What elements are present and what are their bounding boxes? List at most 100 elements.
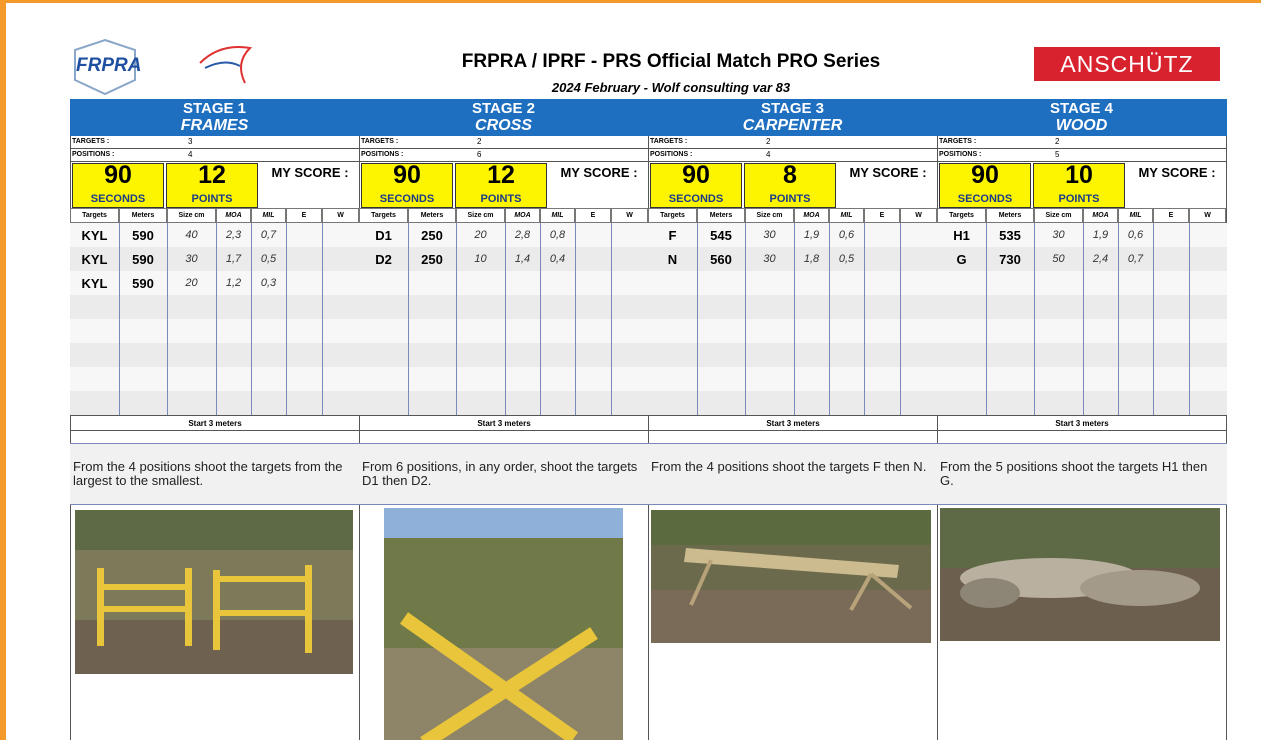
data-row bbox=[648, 367, 938, 391]
cell: 30 bbox=[745, 223, 794, 247]
cell-divider bbox=[697, 367, 698, 391]
points-unit: POINTS bbox=[744, 193, 836, 205]
cell-divider bbox=[505, 295, 506, 319]
cell: 30 bbox=[1034, 223, 1083, 247]
cell-divider bbox=[900, 319, 901, 343]
cell-divider bbox=[1189, 247, 1190, 271]
cell-divider bbox=[505, 343, 506, 367]
cell-divider bbox=[697, 391, 698, 415]
title: FRPRA / IPRF - PRS Official Match PRO Se… bbox=[306, 51, 1036, 73]
cell-divider bbox=[745, 343, 746, 367]
points-value: 8 bbox=[744, 161, 836, 190]
cell-divider bbox=[216, 367, 217, 391]
cell-divider bbox=[1034, 391, 1035, 415]
cell-divider bbox=[286, 391, 287, 415]
cell: 1,9 bbox=[794, 223, 829, 247]
cell-divider bbox=[1118, 295, 1119, 319]
cell-divider bbox=[456, 343, 457, 367]
time-unit: SECONDS bbox=[650, 193, 742, 205]
cell: 1,8 bbox=[794, 247, 829, 271]
data-row bbox=[359, 271, 649, 295]
targets-value: 2 bbox=[766, 136, 770, 148]
cell-divider bbox=[408, 271, 409, 295]
info-row bbox=[648, 136, 938, 149]
cell-divider bbox=[286, 319, 287, 343]
sponsor-logo: ANSCHÜTZ bbox=[1034, 47, 1220, 81]
cell: 0,7 bbox=[251, 223, 286, 247]
cell-divider bbox=[900, 295, 901, 319]
cell-divider bbox=[697, 319, 698, 343]
cell-divider bbox=[1189, 295, 1190, 319]
cell: 0,7 bbox=[1118, 247, 1153, 271]
my-score-label: MY SCORE : bbox=[838, 165, 938, 180]
cell-divider bbox=[286, 343, 287, 367]
cell-divider bbox=[697, 295, 698, 319]
description: From the 4 positions shoot the targets f… bbox=[73, 460, 356, 488]
cell-divider bbox=[456, 319, 457, 343]
cell-divider bbox=[1083, 367, 1084, 391]
cell-divider bbox=[864, 319, 865, 343]
my-score-label: MY SCORE : bbox=[1127, 165, 1227, 180]
cell-divider bbox=[216, 295, 217, 319]
targets-value: 3 bbox=[188, 136, 192, 148]
cell: 590 bbox=[119, 223, 167, 247]
cell-divider bbox=[575, 295, 576, 319]
cell-divider bbox=[505, 391, 506, 415]
cell-divider bbox=[251, 367, 252, 391]
cell-divider bbox=[1189, 391, 1190, 415]
cell-divider bbox=[1189, 343, 1190, 367]
cell-divider bbox=[986, 367, 987, 391]
targets-label: TARGETS : bbox=[939, 136, 976, 148]
stage-name: FRAMES bbox=[70, 117, 359, 135]
cell: 590 bbox=[119, 271, 167, 295]
data-row bbox=[937, 343, 1227, 367]
data-row bbox=[648, 319, 938, 343]
data-row bbox=[70, 391, 360, 415]
cell-divider bbox=[1189, 319, 1190, 343]
cell: 20 bbox=[456, 223, 505, 247]
cell-divider bbox=[900, 271, 901, 295]
cell-divider bbox=[986, 391, 987, 415]
cell-divider bbox=[1118, 391, 1119, 415]
cell: 1,2 bbox=[216, 271, 251, 295]
cell-divider bbox=[251, 343, 252, 367]
cell-divider bbox=[322, 247, 323, 271]
column-header: Targets bbox=[359, 208, 408, 223]
cell-divider bbox=[575, 319, 576, 343]
points-value: 12 bbox=[166, 161, 258, 190]
footer-row: Start 3 meters bbox=[359, 415, 649, 431]
time-unit: SECONDS bbox=[361, 193, 453, 205]
targets-value: 2 bbox=[1055, 136, 1059, 148]
cell-divider bbox=[251, 391, 252, 415]
cell: 2,8 bbox=[505, 223, 540, 247]
cell: N bbox=[648, 247, 697, 271]
cell-divider bbox=[408, 367, 409, 391]
targets-value: 2 bbox=[477, 136, 481, 148]
targets-label: TARGETS : bbox=[650, 136, 687, 148]
data-row bbox=[70, 343, 360, 367]
cell-divider bbox=[611, 271, 612, 295]
cell-divider bbox=[611, 223, 612, 247]
cell-divider bbox=[505, 319, 506, 343]
cell-divider bbox=[456, 271, 457, 295]
stage-number: STAGE 4 bbox=[937, 100, 1226, 117]
cell-divider bbox=[167, 319, 168, 343]
data-row bbox=[648, 343, 938, 367]
cell-divider bbox=[505, 367, 506, 391]
cell: 30 bbox=[167, 247, 216, 271]
data-row bbox=[70, 367, 360, 391]
column-header: Size cm bbox=[167, 208, 216, 223]
cell-divider bbox=[575, 223, 576, 247]
cell-divider bbox=[408, 391, 409, 415]
cell-divider bbox=[829, 271, 830, 295]
data-row bbox=[70, 295, 360, 319]
info-row bbox=[359, 136, 649, 149]
cell-divider bbox=[505, 271, 506, 295]
cell-divider bbox=[794, 271, 795, 295]
my-score-label: MY SCORE : bbox=[260, 165, 360, 180]
positions-label: POSITIONS : bbox=[72, 149, 114, 161]
cell-divider bbox=[286, 367, 287, 391]
cell-divider bbox=[251, 319, 252, 343]
cell: 1,9 bbox=[1083, 223, 1118, 247]
cell-divider bbox=[1083, 391, 1084, 415]
